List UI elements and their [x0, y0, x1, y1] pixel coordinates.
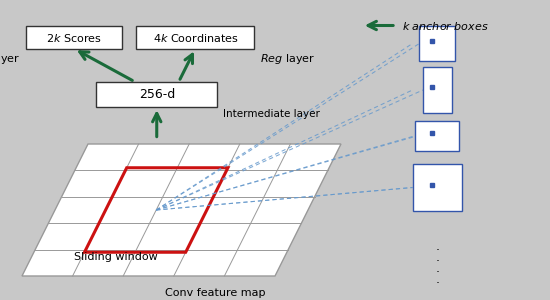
Text: $4k$ Coordinates: $4k$ Coordinates — [152, 32, 238, 44]
FancyBboxPatch shape — [26, 26, 122, 49]
FancyBboxPatch shape — [136, 26, 254, 49]
FancyBboxPatch shape — [423, 67, 452, 113]
Text: Sliding window: Sliding window — [74, 252, 158, 262]
Text: $2k$ Scores: $2k$ Scores — [46, 32, 102, 44]
FancyBboxPatch shape — [96, 82, 217, 107]
Polygon shape — [22, 144, 341, 276]
Text: $\it{Cls}$ layer: $\it{Cls}$ layer — [0, 52, 21, 66]
Text: $k$ anchor boxes: $k$ anchor boxes — [402, 20, 488, 32]
Text: Intermediate layer: Intermediate layer — [223, 109, 320, 119]
FancyBboxPatch shape — [415, 122, 459, 152]
Text: Conv feature map: Conv feature map — [165, 288, 266, 298]
FancyBboxPatch shape — [412, 164, 462, 211]
FancyBboxPatch shape — [420, 26, 455, 61]
Text: $\it{Reg}$ layer: $\it{Reg}$ layer — [260, 52, 315, 66]
Text: 256-d: 256-d — [139, 88, 175, 101]
Text: ·
·
·
·: · · · · — [435, 244, 439, 290]
